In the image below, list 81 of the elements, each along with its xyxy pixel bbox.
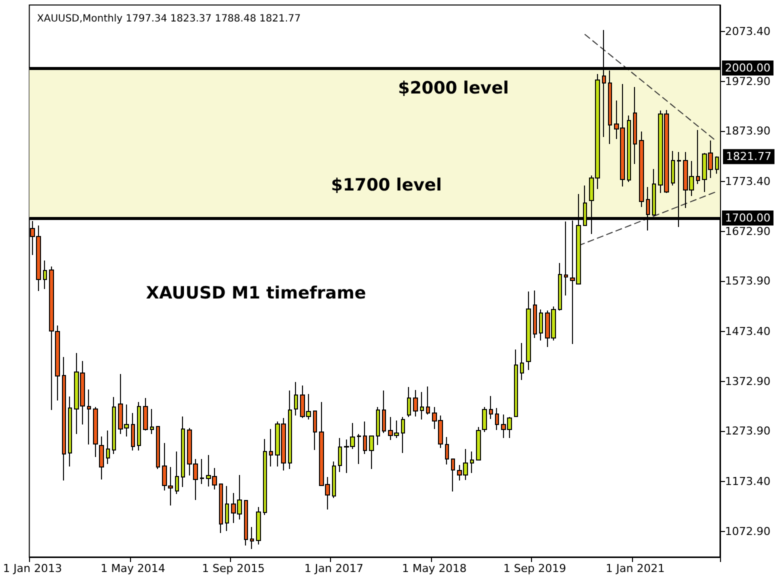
candlestick	[137, 402, 141, 451]
annotation: $2000 level	[398, 78, 509, 98]
candlestick	[533, 290, 537, 338]
x-tick-label: 1 May 2018	[402, 562, 467, 575]
x-tick-label: 1 Sep 2015	[202, 562, 265, 575]
candlestick	[696, 130, 700, 184]
y-tick-label: 1573.90	[725, 274, 770, 288]
candlestick	[445, 436, 449, 465]
candlestick	[407, 386, 411, 418]
candlestick	[68, 396, 72, 467]
y-tick-label: 2073.40	[725, 24, 770, 38]
candlestick	[62, 356, 66, 481]
candlestick	[633, 86, 637, 164]
candlestick	[219, 484, 223, 534]
candlestick	[332, 461, 336, 498]
candlestick	[489, 396, 493, 420]
candlestick	[639, 131, 644, 208]
candlestick	[112, 396, 116, 454]
candlestick	[150, 408, 154, 434]
y-tick-label: 1473.40	[725, 324, 770, 338]
candlestick	[495, 408, 499, 430]
x-tick-label: 1 Jan 2021	[606, 562, 665, 575]
candlestick	[363, 421, 367, 454]
candlestick	[225, 486, 229, 532]
candlestick	[514, 349, 518, 418]
candlestick	[313, 410, 317, 450]
annotation: XAUUSD M1 timeframe	[146, 284, 366, 304]
candlestick	[420, 392, 424, 420]
candlestick	[93, 406, 98, 458]
candlestick	[382, 390, 386, 434]
y-tick-label: 1972.90	[725, 75, 770, 88]
candlestick	[451, 458, 455, 492]
x-tick-label: 1 Jan 2017	[304, 562, 364, 575]
candlestick	[369, 436, 374, 470]
candlestick	[476, 426, 481, 461]
candlestick	[376, 406, 380, 446]
candlestick	[426, 386, 430, 415]
candlestick	[288, 390, 292, 470]
y-tick-label: 1273.90	[725, 424, 770, 438]
y-tick-label: 1072.90	[725, 525, 770, 538]
candlestick	[269, 428, 273, 467]
candlestick	[106, 430, 110, 464]
candlestick	[99, 436, 104, 480]
candlestick	[263, 438, 267, 516]
candlestick	[200, 458, 204, 484]
candlestick	[175, 451, 179, 494]
text: 1821.77	[726, 150, 772, 164]
candlestick	[558, 262, 562, 311]
y-tick-label: 1372.90	[725, 375, 770, 388]
candlestick	[526, 291, 531, 370]
candlestick	[482, 406, 487, 432]
candlestick	[413, 390, 418, 417]
candlestick	[539, 309, 543, 341]
candlestick	[401, 416, 405, 454]
candlestick	[131, 412, 135, 451]
ref-line-label: 2000.00	[725, 62, 770, 74]
candlestick	[520, 342, 524, 380]
candlestick	[338, 438, 342, 472]
candlestick	[156, 426, 160, 470]
x-tick-label: 1 Sep 2019	[503, 562, 566, 575]
x-tick-label: 1 May 2014	[100, 562, 166, 575]
x-tick-label: 1 Jan 2013	[2, 562, 62, 575]
candlestick	[294, 382, 298, 416]
text: XAUUSD,Monthly 1797.34 1823.37 1788.48 1821.77	[37, 14, 301, 24]
annotation: $1700 level	[331, 176, 442, 196]
y-tick-label: 1873.90	[725, 124, 770, 138]
candlestick	[87, 389, 91, 445]
y-tick-label: 1672.90	[725, 225, 770, 238]
candlestick	[181, 416, 185, 488]
candlestick	[357, 434, 361, 464]
candlestick	[627, 115, 631, 182]
candlestick	[470, 451, 474, 474]
candlestick	[671, 150, 675, 186]
ref-line-label: 1700.00	[725, 212, 770, 224]
candlestick	[244, 500, 248, 546]
y-tick-label: 1173.40	[725, 474, 770, 488]
y-tick-label: 1773.40	[725, 174, 770, 188]
candlestick	[256, 506, 261, 545]
candlestick	[143, 398, 148, 431]
candlestick	[43, 260, 47, 290]
candlestick	[250, 526, 254, 550]
